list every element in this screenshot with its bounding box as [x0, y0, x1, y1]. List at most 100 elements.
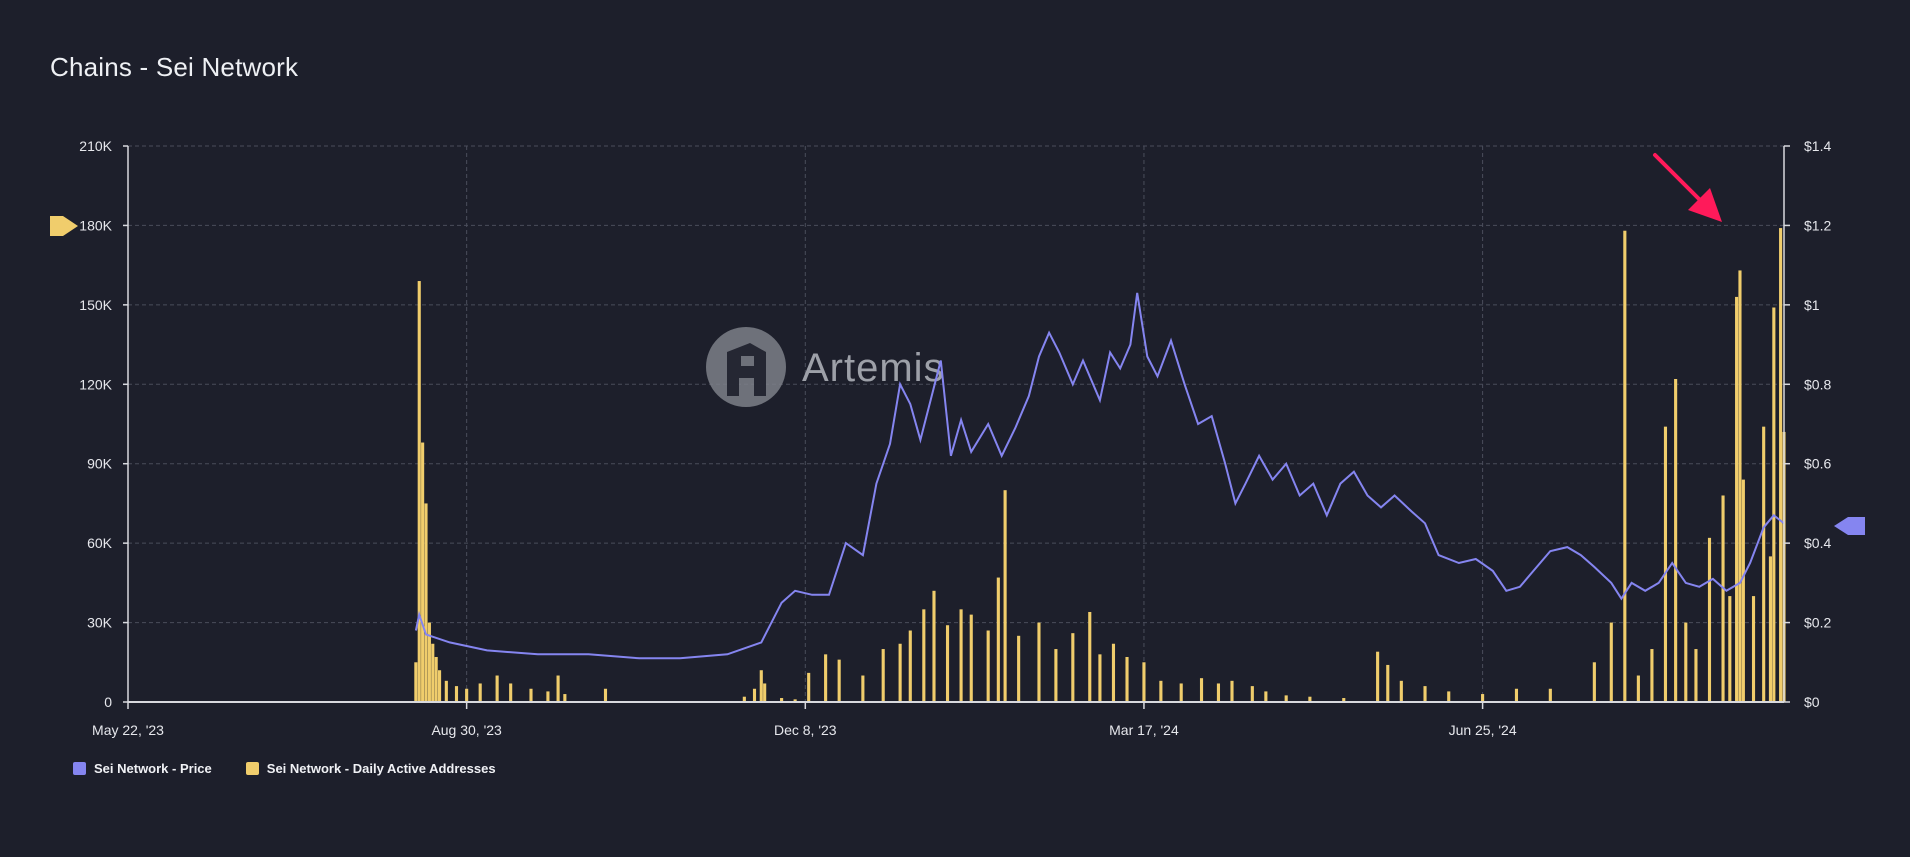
bar	[780, 698, 784, 702]
artemis-watermark: Artemis	[706, 327, 945, 407]
bar	[509, 683, 513, 702]
bar	[1098, 654, 1102, 702]
y-left-tick-label: 90K	[87, 456, 113, 472]
bar	[1111, 643, 1116, 702]
bar	[1399, 680, 1403, 702]
bar	[1308, 696, 1312, 702]
bar	[1768, 556, 1773, 702]
bar	[742, 696, 746, 702]
bar	[1071, 633, 1075, 702]
y-right-tick-label: $0.4	[1804, 535, 1831, 551]
bar	[1342, 698, 1346, 702]
bar	[1514, 688, 1519, 702]
bar	[969, 614, 973, 702]
bar	[908, 630, 912, 702]
x-tick-label: May 22, '23	[92, 722, 164, 738]
bar	[495, 675, 499, 702]
y-right-tick-label: $0.6	[1804, 456, 1831, 472]
bar	[861, 675, 865, 702]
bar	[1386, 664, 1390, 702]
bar	[417, 281, 421, 702]
bar	[1623, 230, 1627, 702]
bar	[1762, 426, 1766, 702]
bar	[603, 688, 608, 702]
x-tick-label: Mar 17, '24	[1109, 722, 1179, 738]
watermark-text: Artemis	[802, 346, 945, 390]
bar	[1250, 686, 1254, 702]
bar	[1663, 426, 1668, 702]
y-right-tick-label: $0.8	[1804, 376, 1831, 392]
bar	[1738, 270, 1742, 702]
legend-item[interactable]: Sei Network - Price	[73, 761, 212, 776]
bar	[1037, 622, 1041, 702]
bar	[1264, 691, 1268, 702]
bar	[759, 670, 763, 702]
bar	[959, 609, 963, 702]
bar	[793, 699, 797, 702]
bar	[465, 688, 469, 702]
bar	[1728, 596, 1732, 702]
bar	[1447, 691, 1451, 702]
axis-value-markers	[50, 216, 1865, 535]
bar	[444, 680, 448, 702]
bar	[1003, 490, 1007, 702]
bar	[1481, 694, 1485, 702]
bar	[1284, 695, 1288, 702]
bar	[1142, 662, 1146, 702]
bar	[1684, 622, 1688, 702]
page-title: Chains - Sei Network	[50, 52, 299, 82]
bar	[932, 590, 936, 702]
y-left-tick-label: 150K	[79, 297, 112, 313]
bar	[837, 659, 841, 702]
bar	[807, 672, 811, 702]
bar	[1674, 378, 1678, 702]
bar	[414, 662, 418, 702]
bar	[1423, 686, 1427, 702]
chart-axes	[123, 145, 1790, 709]
bar	[1735, 296, 1739, 702]
bar	[752, 688, 757, 702]
x-tick-label: Dec 8, '23	[774, 722, 837, 738]
legend-swatch-icon	[245, 762, 259, 775]
bar	[421, 442, 425, 702]
y-axis-right-labels: $0 $0.2 $0.4 $0.6 $0.8 $1 $1.2 $1.4	[1804, 138, 1831, 710]
legend-item[interactable]: Sei Network - Daily Active Addresses	[245, 761, 496, 776]
y-right-tick-label: $1.4	[1804, 138, 1831, 154]
bar	[556, 675, 560, 702]
y-left-tick-label: 0	[104, 694, 112, 710]
bar	[1751, 596, 1756, 702]
legend-label: Sei Network - Daily Active Addresses	[266, 761, 496, 776]
bar	[1721, 495, 1725, 702]
annotation-arrow-icon	[1653, 153, 1722, 222]
bar	[427, 622, 431, 702]
bar	[478, 683, 482, 702]
bar	[922, 609, 926, 702]
bar	[546, 691, 550, 702]
bar	[1694, 649, 1698, 702]
bar	[1772, 307, 1776, 702]
price-line	[414, 292, 1785, 660]
y-left-tick-label: 210K	[79, 138, 112, 154]
legend-label: Sei Network - Price	[94, 761, 212, 776]
x-axis-labels: May 22, '23 Aug 30, '23 Dec 8, '23 Mar 17, …	[92, 722, 1517, 738]
bar	[1216, 683, 1221, 702]
bar	[1199, 678, 1204, 702]
bar	[1017, 635, 1021, 702]
y-left-tick-label: 60K	[87, 535, 113, 551]
bar	[945, 625, 950, 702]
legend-swatch-icon	[73, 762, 86, 775]
bar	[881, 649, 885, 702]
bar	[1779, 228, 1783, 703]
bar	[1741, 479, 1745, 702]
bar	[1548, 688, 1552, 702]
bar	[1125, 656, 1129, 702]
bar	[1592, 662, 1596, 702]
bar	[434, 656, 438, 702]
bar	[986, 630, 990, 702]
y-right-tick-label: $1	[1804, 297, 1820, 313]
bar	[824, 654, 828, 702]
bar	[1230, 680, 1234, 702]
bar	[438, 670, 442, 702]
x-tick-label: Jun 25, '24	[1449, 722, 1517, 738]
